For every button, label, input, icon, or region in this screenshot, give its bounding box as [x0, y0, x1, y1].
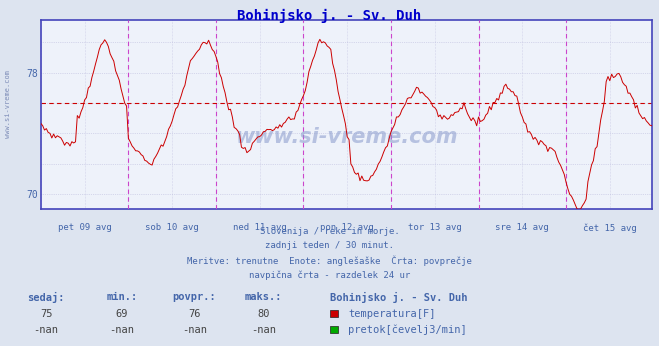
Text: -nan: -nan [251, 325, 276, 335]
Text: min.:: min.: [106, 292, 138, 302]
Text: zadnji teden / 30 minut.: zadnji teden / 30 minut. [265, 241, 394, 250]
Text: Meritve: trenutne  Enote: anglešaške  Črta: povprečje: Meritve: trenutne Enote: anglešaške Črta… [187, 256, 472, 266]
Text: maks.:: maks.: [245, 292, 282, 302]
Text: sob 10 avg: sob 10 avg [145, 223, 199, 232]
Text: temperatura[F]: temperatura[F] [348, 309, 436, 319]
Text: Slovenija / reke in morje.: Slovenija / reke in morje. [260, 227, 399, 236]
Text: tor 13 avg: tor 13 avg [408, 223, 461, 232]
Text: 75: 75 [40, 309, 52, 319]
Text: čet 15 avg: čet 15 avg [583, 223, 637, 233]
Text: sedaj:: sedaj: [28, 292, 65, 303]
Text: 80: 80 [258, 309, 270, 319]
Text: povpr.:: povpr.: [173, 292, 216, 302]
Text: pet 09 avg: pet 09 avg [58, 223, 111, 232]
Text: 69: 69 [116, 309, 128, 319]
Text: -nan: -nan [182, 325, 207, 335]
Text: pretok[čevelj3/min]: pretok[čevelj3/min] [348, 325, 467, 335]
Text: www.si-vreme.com: www.si-vreme.com [5, 70, 11, 138]
Text: www.si-vreme.com: www.si-vreme.com [235, 127, 457, 147]
Text: -nan: -nan [34, 325, 59, 335]
Text: Bohinjsko j. - Sv. Duh: Bohinjsko j. - Sv. Duh [237, 9, 422, 23]
Text: ned 11 avg: ned 11 avg [233, 223, 287, 232]
Text: -nan: -nan [109, 325, 134, 335]
Text: navpična črta - razdelek 24 ur: navpična črta - razdelek 24 ur [249, 270, 410, 280]
Text: sre 14 avg: sre 14 avg [496, 223, 549, 232]
Text: 76: 76 [188, 309, 200, 319]
Text: pon 12 avg: pon 12 avg [320, 223, 374, 232]
Text: Bohinjsko j. - Sv. Duh: Bohinjsko j. - Sv. Duh [330, 292, 467, 303]
